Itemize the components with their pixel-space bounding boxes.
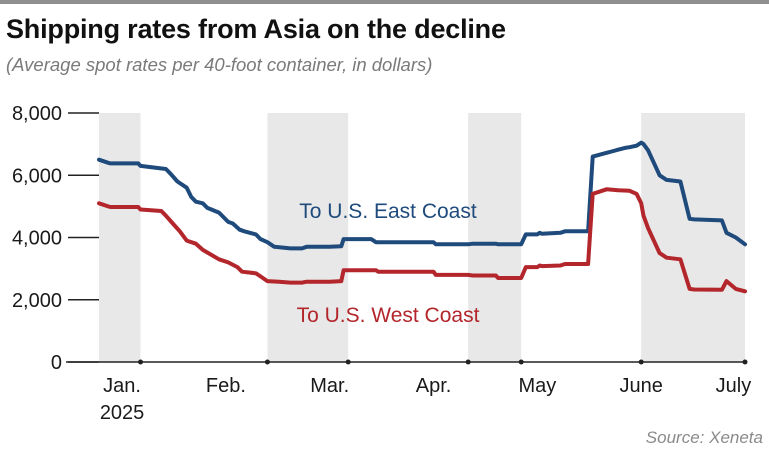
- y-tick-label: 2,000: [12, 290, 62, 312]
- x-tick-label: May: [518, 375, 556, 397]
- x-tick-label: Feb.: [206, 375, 246, 397]
- shaded-month-bands: [99, 113, 745, 362]
- top-rule: [0, 0, 769, 4]
- y-tick-label: 4,000: [12, 228, 62, 250]
- shaded-band-4: [641, 113, 745, 362]
- x-tick-mark: [518, 359, 524, 365]
- y-tick-label: 0: [51, 352, 62, 374]
- x-tick-mark: [465, 359, 471, 365]
- y-axis: 0 2,000 4,000 6,000 8,000: [12, 103, 99, 374]
- x-axis: Jan. Feb. Mar. Apr. May June July 2025: [66, 359, 752, 424]
- y-tick-label: 6,000: [12, 165, 62, 187]
- x-tick-label: Apr.: [416, 375, 452, 397]
- y-tick-label: 8,000: [12, 103, 62, 125]
- east-coast-label: To U.S. East Coast: [299, 200, 477, 223]
- x-tick-mark: [138, 359, 144, 365]
- west-coast-label: To U.S. West Coast: [297, 304, 480, 327]
- x-tick-mark: [638, 359, 644, 365]
- chart-title: Shipping rates from Asia on the decline: [6, 14, 506, 44]
- x-tick-mark: [742, 359, 748, 365]
- west-coast-line: [97, 187, 747, 294]
- chart-subtitle: (Average spot rates per 40-foot containe…: [6, 54, 433, 75]
- x-tick-mark: [264, 359, 270, 365]
- shaded-band-2: [267, 113, 349, 362]
- east-coast-line: [97, 140, 747, 251]
- x-tick-mark: [345, 359, 351, 365]
- shaded-band-3: [468, 113, 522, 362]
- x-tick-label: Mar.: [310, 375, 349, 397]
- x-tick-label: Jan.: [103, 375, 141, 397]
- shaded-band-1: [99, 113, 141, 362]
- x-tick-label: June: [619, 375, 662, 397]
- series-lines: [97, 140, 747, 294]
- series-labels: To U.S. East Coast To U.S. West Coast: [297, 200, 480, 327]
- source-note: Source: Xeneta: [645, 428, 763, 447]
- x-tick-label: July: [716, 375, 752, 397]
- x-year-label: 2025: [100, 402, 145, 424]
